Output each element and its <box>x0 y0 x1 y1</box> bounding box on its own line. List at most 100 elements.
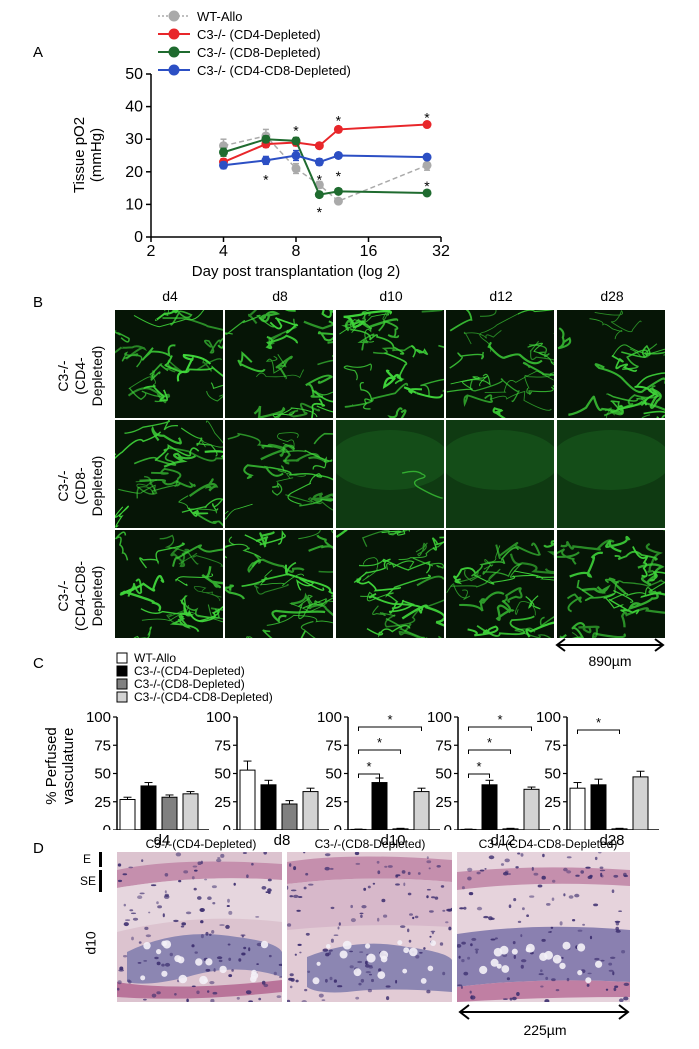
data-point <box>219 160 228 170</box>
bar <box>523 788 540 830</box>
nucleus <box>448 926 452 931</box>
significance-mark: * <box>366 759 371 774</box>
nucleus <box>615 926 619 931</box>
nucleus <box>552 879 556 883</box>
vessel <box>154 443 200 462</box>
chondrocyte-lacuna <box>316 961 321 966</box>
nucleus <box>612 971 615 976</box>
nucleus <box>395 883 400 886</box>
nucleus <box>577 929 583 932</box>
vessel <box>237 351 266 373</box>
histology-image-cd4 <box>117 852 282 1002</box>
vessel <box>305 374 333 398</box>
nucleus <box>623 982 630 986</box>
vessel <box>471 546 520 577</box>
nucleus <box>117 863 122 867</box>
vessel <box>204 337 223 354</box>
nucleus <box>359 951 364 953</box>
image-glow <box>336 430 444 490</box>
column-label-d4: d4 <box>162 288 178 304</box>
vasculature-image <box>446 530 554 638</box>
nucleus <box>508 904 512 908</box>
y-tick-label: 75 <box>94 737 111 754</box>
nucleus <box>593 903 599 907</box>
vasculature-image <box>336 530 444 638</box>
nucleus <box>199 908 205 912</box>
vessel <box>614 550 658 561</box>
nucleus <box>246 874 249 878</box>
vessel <box>272 481 283 496</box>
nucleus <box>488 855 495 860</box>
vessel <box>401 470 443 499</box>
nucleus <box>545 976 549 980</box>
data-point <box>333 186 343 196</box>
chondrocyte-lacuna <box>195 958 203 966</box>
epithelium-label: E <box>83 852 92 866</box>
nucleus <box>298 896 303 898</box>
nucleus <box>594 957 600 961</box>
nucleus <box>520 853 524 857</box>
nucleus <box>337 926 340 930</box>
y-tick-label: 20 <box>125 164 143 181</box>
vessel <box>225 536 237 549</box>
vessel <box>206 390 223 402</box>
group-label-d10: d10 <box>380 832 406 849</box>
significance-mark: * <box>317 204 323 220</box>
line-chart: WT-Allo C3-/- (CD4-Depleted) C3-/- (CD8-De… <box>71 9 450 280</box>
vessel <box>178 553 223 567</box>
nucleus <box>599 866 604 869</box>
nucleus <box>512 996 517 1001</box>
vessel <box>179 599 220 619</box>
nucleus <box>301 1000 307 1002</box>
y-tick-label: 10 <box>125 196 143 213</box>
nucleus <box>210 998 215 1002</box>
nucleus <box>191 944 195 948</box>
nucleus <box>509 997 513 1001</box>
nucleus <box>467 876 472 881</box>
nucleus <box>598 852 602 854</box>
nucleus <box>440 885 445 888</box>
nucleus <box>516 992 520 996</box>
chondrocyte-lacuna <box>339 950 348 959</box>
vessel <box>620 607 665 628</box>
nucleus <box>273 971 277 976</box>
vessel <box>526 386 554 395</box>
scale-bar-d <box>458 1004 630 1020</box>
vessel <box>210 382 223 390</box>
vessel <box>378 319 400 339</box>
nucleus <box>403 882 406 887</box>
vessel <box>170 542 190 568</box>
nucleus <box>542 853 545 858</box>
nucleus <box>395 875 399 878</box>
nucleus <box>287 923 292 927</box>
vessel <box>311 492 333 503</box>
nucleus <box>504 858 510 863</box>
vessel <box>135 479 158 493</box>
nucleus <box>207 990 210 993</box>
nucleus <box>357 960 363 964</box>
vessel <box>463 330 502 345</box>
chondrocyte-lacuna <box>366 953 376 963</box>
nucleus <box>161 963 165 967</box>
nucleus <box>118 969 124 972</box>
vasculature-image <box>115 420 223 528</box>
nucleus <box>589 874 593 878</box>
nucleus <box>376 860 380 864</box>
y-tick-label: 0 <box>103 822 111 830</box>
nucleus <box>263 983 269 988</box>
nucleus <box>415 955 420 959</box>
nucleus <box>255 916 260 918</box>
vessel <box>525 621 554 638</box>
vessel <box>308 534 333 552</box>
nucleus <box>261 886 267 890</box>
data-point <box>333 151 343 160</box>
nucleus <box>470 943 473 947</box>
x-tick-label: 32 <box>432 243 450 260</box>
bar <box>260 784 277 830</box>
chondrocyte-lacuna <box>250 971 259 980</box>
chondrocyte-lacuna <box>479 965 488 975</box>
nucleus <box>566 856 572 859</box>
nucleus <box>175 852 182 857</box>
vessel <box>456 569 482 583</box>
nucleus <box>476 906 483 911</box>
